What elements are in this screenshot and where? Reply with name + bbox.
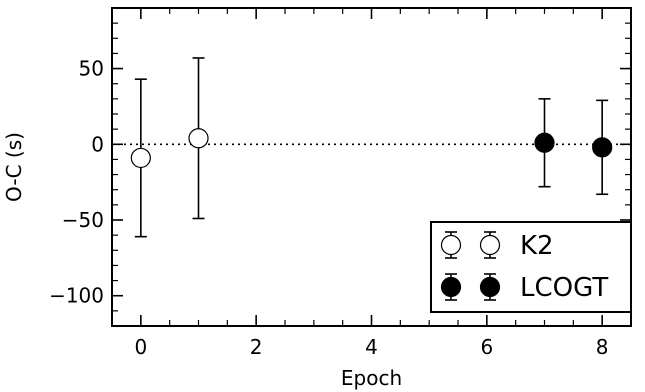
legend-box (430, 221, 632, 313)
x-tick-label: 2 (250, 335, 263, 359)
lcogt-data-point (534, 132, 555, 153)
legend-marker (479, 276, 501, 298)
x-tick-label: 8 (596, 335, 609, 359)
legend-marker (479, 234, 501, 256)
x-tick-label: 6 (480, 335, 493, 359)
data-layer (130, 57, 613, 238)
legend-marker (440, 276, 462, 298)
k2-data-point (130, 147, 151, 169)
y-tick-label: 0 (91, 132, 104, 156)
tick-layer: 0 2 4 6 8 50 0 −50 −100 (49, 7, 632, 359)
y-axis-label: O-C (s) (2, 132, 26, 202)
legend: K2 LCOGT (430, 221, 632, 313)
legend-label-lcogt: LCOGT (520, 273, 608, 303)
legend-marker (440, 234, 462, 256)
k2-data-point (188, 128, 209, 149)
x-axis-label: Epoch (341, 366, 402, 390)
y-tick-label: −100 (49, 284, 104, 308)
legend-label-k2: K2 (520, 231, 554, 261)
x-tick-label: 4 (365, 335, 378, 359)
lcogt-data-point (592, 137, 613, 158)
y-tick-label: 50 (79, 57, 104, 81)
y-tick-label: −50 (62, 208, 104, 232)
x-tick-label: 0 (134, 335, 147, 359)
